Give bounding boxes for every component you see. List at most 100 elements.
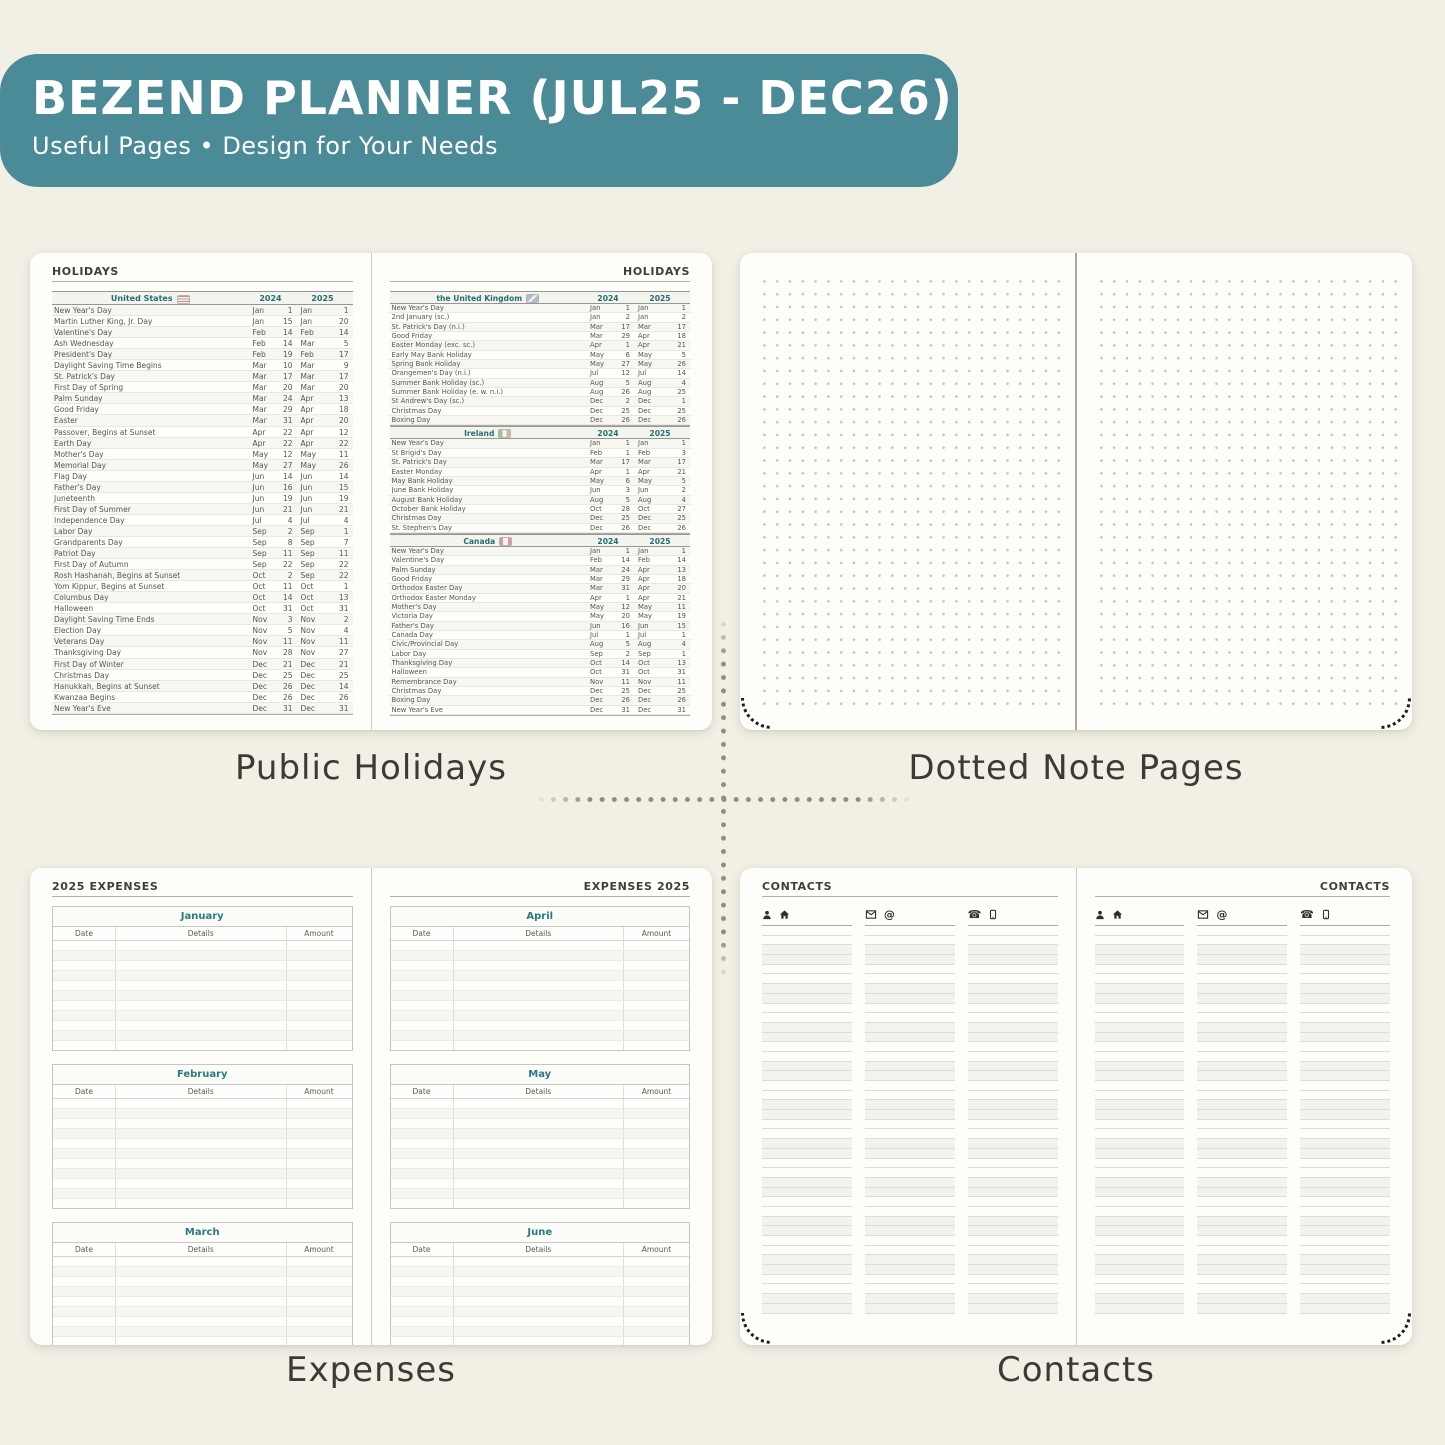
expense-cell-date (391, 1109, 453, 1118)
expense-cell-details (452, 1149, 624, 1158)
holiday-cell: 28 (621, 504, 630, 513)
expense-cell-date (53, 951, 115, 960)
ireland-flag-icon (498, 429, 512, 439)
contact-line (967, 1100, 1058, 1111)
holiday-row: Passover, Begins at Sunset Apr 22 Apr 12 (52, 427, 353, 438)
contact-line (762, 965, 852, 975)
contact-line (967, 926, 1058, 936)
holiday-cell: Aug (590, 388, 604, 397)
holiday-cell: Labor Day (54, 526, 93, 536)
holiday-cell: 19 (282, 350, 293, 360)
holiday-cell: 12 (338, 427, 349, 437)
expense-cell-details (115, 1317, 286, 1326)
contact-line (762, 1120, 852, 1130)
expense-cell-details (115, 1327, 286, 1336)
contact-line (864, 974, 955, 985)
holiday-cell: Dec (590, 416, 604, 425)
contact-line (1300, 1100, 1390, 1111)
contact-line (864, 945, 955, 956)
country-name: United States (54, 292, 247, 306)
contact-line (864, 926, 955, 936)
expense-cell-amount (285, 1129, 352, 1138)
holiday-row: Labor Day Sep 2 Sep 1 (389, 649, 690, 660)
holiday-cell: Dec (638, 416, 652, 425)
holiday-cell: May (638, 350, 653, 359)
holiday-row: Flag Day Jun 14 Jun 14 (52, 471, 353, 482)
expense-cell-details (115, 1179, 286, 1188)
expense-month-title: January (53, 907, 352, 927)
expense-cell-amount (623, 1327, 689, 1336)
expenses-left-tables: January Date Details Amount February Date Deta… (52, 906, 353, 1345)
holiday-cell: Mar (590, 332, 603, 341)
contact-line (864, 1275, 955, 1285)
contact-line (1197, 1061, 1288, 1072)
expense-cell-amount (285, 1159, 352, 1168)
holiday-cell: Dec (252, 703, 268, 713)
holiday-cell: 25 (621, 687, 630, 696)
holiday-cell: 2 (625, 649, 630, 658)
expense-cell-date (391, 1031, 453, 1040)
holiday-cell: Oct (638, 504, 650, 513)
at-icon: @ (883, 908, 895, 921)
expense-cell-details (115, 1169, 286, 1178)
expense-row (390, 1011, 689, 1021)
contact-line (762, 936, 852, 946)
holiday-cell: Jul (590, 631, 599, 639)
holiday-cell: Jun (252, 471, 265, 481)
holiday-row: October Bank Holiday Oct 28 Oct 27 (389, 504, 690, 515)
holiday-cell: 15 (338, 482, 349, 492)
holiday-row: Orthodox Easter Monday Apr 1 Apr 21 (389, 594, 690, 603)
holiday-cell: Jun (590, 621, 601, 630)
holiday-cell: Oct (252, 604, 266, 614)
holiday-cell: 22 (282, 438, 293, 448)
holiday-cell: Mar (252, 405, 267, 415)
holiday-cell: Jan (252, 317, 265, 327)
contact-line (967, 1246, 1058, 1256)
holiday-cell: 6 (625, 476, 630, 485)
holiday-row: St Brigid's Day Feb 1 Feb 3 (389, 448, 690, 459)
holiday-cell: Oct (638, 668, 650, 677)
holiday-cell: August Bank Holiday (391, 495, 463, 504)
holiday-cell: 11 (282, 582, 293, 592)
expense-cell-details (452, 971, 624, 980)
holiday-cell: 17 (338, 350, 349, 360)
holiday-cell: Aug (590, 378, 604, 387)
holiday-row: Boxing Day Dec 26 Dec 26 (389, 696, 690, 706)
holiday-cell: 20 (677, 584, 686, 593)
holiday-cell: October Bank Holiday (391, 504, 466, 513)
contact-line (762, 1284, 852, 1295)
holiday-cell: 2 (625, 397, 630, 406)
expense-cell-details (115, 1267, 286, 1276)
holiday-cell: Jun (300, 482, 313, 492)
expense-row (390, 1099, 689, 1109)
holiday-cell: 31 (282, 604, 293, 614)
holiday-cell: Mar (252, 361, 267, 371)
contact-column-icons: @ (864, 906, 955, 926)
holiday-cell: Halloween (391, 668, 427, 677)
contact-line (762, 926, 852, 936)
holiday-row: Labor Day Sep 2 Sep 1 (52, 525, 353, 537)
holiday-cell: Mar (300, 339, 315, 349)
holiday-cell: 11 (338, 637, 349, 647)
expense-row (53, 1199, 352, 1208)
contact-line (1094, 974, 1185, 985)
holiday-cell: 3 (681, 448, 686, 457)
holiday-cell: Dec (638, 397, 652, 406)
expense-cell-details (452, 1001, 624, 1010)
holiday-row: Christmas Day Dec 25 Dec 25 (389, 687, 690, 697)
holiday-row: St Andrew's Day (sc.) Dec 2 Dec 1 (389, 397, 690, 407)
holiday-cell: 14 (677, 369, 686, 378)
contact-line (762, 1042, 852, 1052)
holiday-row: First Day of Winter Dec 21 Dec 21 (52, 658, 353, 670)
contact-line (762, 1081, 852, 1091)
expense-cell-details (115, 1287, 286, 1296)
expense-cell-date (53, 1011, 115, 1020)
holidays-left-page: HOLIDAYS United States 2024 2025 New Year's… (30, 253, 371, 730)
expense-row (53, 951, 352, 961)
holiday-cell: Father's Day (54, 482, 101, 492)
contact-line (967, 1032, 1058, 1043)
holiday-cell: 25 (621, 406, 630, 415)
expense-cell-date (391, 1159, 453, 1168)
holiday-cell: Flag Day (54, 471, 87, 481)
expense-row (391, 1199, 690, 1208)
